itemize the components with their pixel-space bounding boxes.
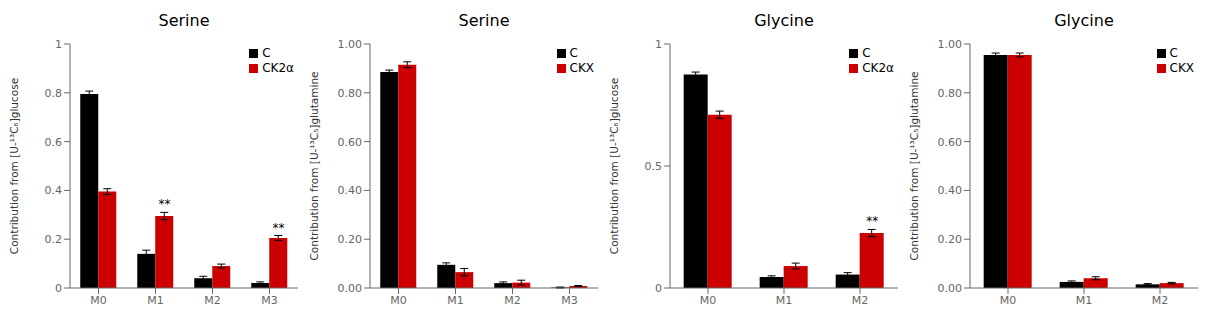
- svg-text:**: **: [866, 214, 878, 228]
- svg-text:Contribution from [U-¹³C₅]glut: Contribution from [U-¹³C₅]glutamine: [908, 72, 920, 261]
- svg-text:0.20: 0.20: [938, 233, 963, 246]
- svg-text:0.60: 0.60: [338, 136, 363, 149]
- svg-text:0.40: 0.40: [338, 184, 363, 197]
- svg-text:Contribution from [U-¹³C₆]gluc: Contribution from [U-¹³C₆]glucose: [608, 78, 620, 254]
- svg-text:0.8: 0.8: [45, 87, 63, 100]
- svg-text:1.00: 1.00: [338, 38, 363, 51]
- svg-text:0.00: 0.00: [338, 282, 363, 295]
- svg-text:M1: M1: [776, 294, 793, 307]
- svg-text:M1: M1: [447, 294, 464, 307]
- svg-text:M1: M1: [1076, 294, 1093, 307]
- html-text:Serine: Serine: [458, 11, 510, 30]
- html-text:Glycine: Glycine: [754, 11, 814, 30]
- html-text:CK2α: CK2α: [862, 61, 894, 75]
- html-text:C: C: [262, 46, 271, 60]
- svg-text:0.6: 0.6: [45, 136, 63, 149]
- svg-text:0.80: 0.80: [338, 87, 363, 100]
- svg-text:0.40: 0.40: [938, 184, 963, 197]
- svg-text:0: 0: [655, 282, 662, 295]
- html-text:CKX: CKX: [1169, 61, 1194, 75]
- svg-text:M1: M1: [147, 294, 164, 307]
- svg-text:M2: M2: [504, 294, 521, 307]
- svg-text:0.20: 0.20: [338, 233, 363, 246]
- svg-text:M2: M2: [1152, 294, 1169, 307]
- svg-text:**: **: [273, 221, 285, 235]
- html-text:C: C: [862, 46, 871, 60]
- svg-text:M0: M0: [90, 294, 107, 307]
- svg-text:0.00: 0.00: [938, 282, 963, 295]
- svg-text:1: 1: [655, 38, 662, 51]
- html-text:C: C: [569, 46, 578, 60]
- svg-text:0.5: 0.5: [645, 160, 663, 173]
- svg-text:M2: M2: [852, 294, 869, 307]
- html-text:Glycine: Glycine: [1054, 11, 1114, 30]
- svg-text:Contribution from [U-¹³C₅]glut: Contribution from [U-¹³C₅]glutamine: [308, 72, 320, 261]
- svg-text:0.2: 0.2: [45, 233, 63, 246]
- svg-text:M3: M3: [261, 294, 278, 307]
- svg-text:**: **: [159, 197, 171, 211]
- svg-text:0.60: 0.60: [938, 136, 963, 149]
- html-text:C: C: [1169, 46, 1178, 60]
- svg-text:1: 1: [55, 38, 62, 51]
- svg-text:Contribution from [U-¹³C₆]gluc: Contribution from [U-¹³C₆]glucose: [8, 78, 20, 254]
- html-text:CK2α: CK2α: [262, 61, 294, 75]
- svg-text:M0: M0: [700, 294, 717, 307]
- html-text:CKX: CKX: [569, 61, 594, 75]
- svg-text:0: 0: [55, 282, 62, 295]
- html-text:Serine: Serine: [158, 11, 210, 30]
- svg-text:M0: M0: [390, 294, 407, 307]
- svg-text:1.00: 1.00: [938, 38, 963, 51]
- svg-text:0.4: 0.4: [45, 184, 63, 197]
- svg-text:0.80: 0.80: [938, 87, 963, 100]
- svg-text:M0: M0: [1000, 294, 1017, 307]
- svg-text:M2: M2: [204, 294, 221, 307]
- svg-text:M3: M3: [561, 294, 578, 307]
